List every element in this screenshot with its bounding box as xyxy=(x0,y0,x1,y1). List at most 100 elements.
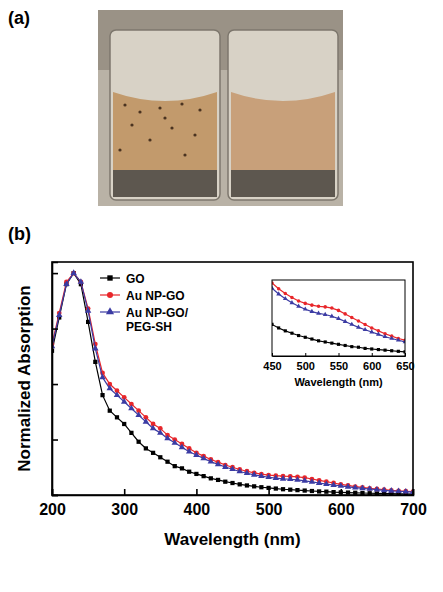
marker xyxy=(238,482,242,486)
legend-label: Au NP-GO/PEG-SH xyxy=(126,306,189,334)
particle xyxy=(183,153,186,156)
x-tick-label: 300 xyxy=(111,501,138,518)
x-tick-label: 450 xyxy=(263,360,281,372)
marker xyxy=(100,393,104,397)
marker xyxy=(303,488,307,492)
x-tick-mark xyxy=(340,489,342,495)
marker xyxy=(115,415,119,419)
marker xyxy=(349,322,354,326)
series-line xyxy=(272,283,405,340)
marker xyxy=(290,296,294,300)
marker xyxy=(297,299,301,303)
marker xyxy=(157,429,163,435)
marker xyxy=(350,345,353,348)
marker xyxy=(180,466,184,470)
particle xyxy=(118,148,121,151)
x-tick-label: 550 xyxy=(330,360,348,372)
x-tick-label: 650 xyxy=(396,360,414,372)
x-axis-title: Wavelength (nm) xyxy=(294,376,383,388)
marker xyxy=(369,329,374,333)
particle xyxy=(148,138,151,141)
vial-base xyxy=(231,170,335,197)
marker xyxy=(222,463,228,469)
y-tick xyxy=(52,440,58,441)
marker xyxy=(389,488,394,493)
marker xyxy=(70,269,76,275)
marker xyxy=(99,374,105,380)
marker xyxy=(390,349,393,352)
marker xyxy=(277,326,280,329)
marker xyxy=(343,319,348,323)
marker xyxy=(215,461,221,467)
marker xyxy=(353,484,358,489)
marker xyxy=(330,306,334,310)
marker xyxy=(337,343,340,346)
marker xyxy=(297,334,300,337)
series-line xyxy=(52,273,413,494)
marker xyxy=(258,472,264,478)
marker xyxy=(396,337,401,341)
marker xyxy=(245,483,249,487)
x-tick: 300 xyxy=(111,489,138,518)
main-chart: 200300400500600700Wavelength (nm)Normali… xyxy=(15,262,427,549)
marker xyxy=(208,458,214,464)
y-tick-mark xyxy=(52,273,58,275)
x-tick-mark xyxy=(413,489,415,495)
marker xyxy=(151,451,155,455)
x-tick: 500 xyxy=(297,353,315,372)
marker xyxy=(323,312,328,316)
marker xyxy=(158,455,162,459)
y-tick xyxy=(52,495,58,496)
marker xyxy=(259,485,263,489)
marker xyxy=(93,360,97,364)
marker xyxy=(290,300,295,304)
marker xyxy=(280,475,286,481)
marker xyxy=(363,327,368,331)
marker xyxy=(323,480,329,486)
legend-marker xyxy=(107,275,112,280)
marker xyxy=(121,398,127,404)
marker xyxy=(209,476,213,480)
marker xyxy=(357,319,361,323)
marker xyxy=(216,478,220,482)
marker xyxy=(367,486,372,491)
x-tick: 400 xyxy=(184,489,211,518)
x-tick-label: 400 xyxy=(184,501,211,518)
x-tick: 450 xyxy=(263,353,281,372)
marker xyxy=(375,487,380,492)
x-tick: 550 xyxy=(330,353,348,372)
y-axis-line xyxy=(53,263,59,496)
y-tick-mark xyxy=(52,439,58,441)
legend-marker xyxy=(107,292,113,298)
legend-marker xyxy=(106,307,114,314)
marker xyxy=(381,487,387,493)
marker xyxy=(382,487,387,492)
marker xyxy=(310,303,314,307)
marker xyxy=(316,479,322,485)
x-tick-mark xyxy=(124,489,126,495)
series-line xyxy=(272,324,405,351)
marker xyxy=(338,482,344,488)
marker xyxy=(316,311,321,315)
marker xyxy=(370,326,374,330)
marker xyxy=(193,451,199,457)
y-axis-title: Normalized Absorption xyxy=(15,285,34,471)
marker xyxy=(324,490,328,494)
marker xyxy=(63,280,69,286)
x-tick-mark xyxy=(339,353,340,356)
marker xyxy=(229,466,235,472)
marker xyxy=(366,485,372,491)
x-tick-label: 600 xyxy=(363,360,381,372)
marker xyxy=(284,292,288,296)
photo-background xyxy=(98,10,343,206)
marker xyxy=(92,345,98,351)
x-tick: 600 xyxy=(328,489,355,518)
marker xyxy=(303,306,308,310)
marker xyxy=(336,316,341,320)
marker xyxy=(374,486,380,492)
x-axis-line xyxy=(53,489,414,496)
marker xyxy=(281,487,285,491)
marker xyxy=(114,391,120,397)
marker xyxy=(303,302,307,306)
x-tick: 650 xyxy=(396,353,414,372)
